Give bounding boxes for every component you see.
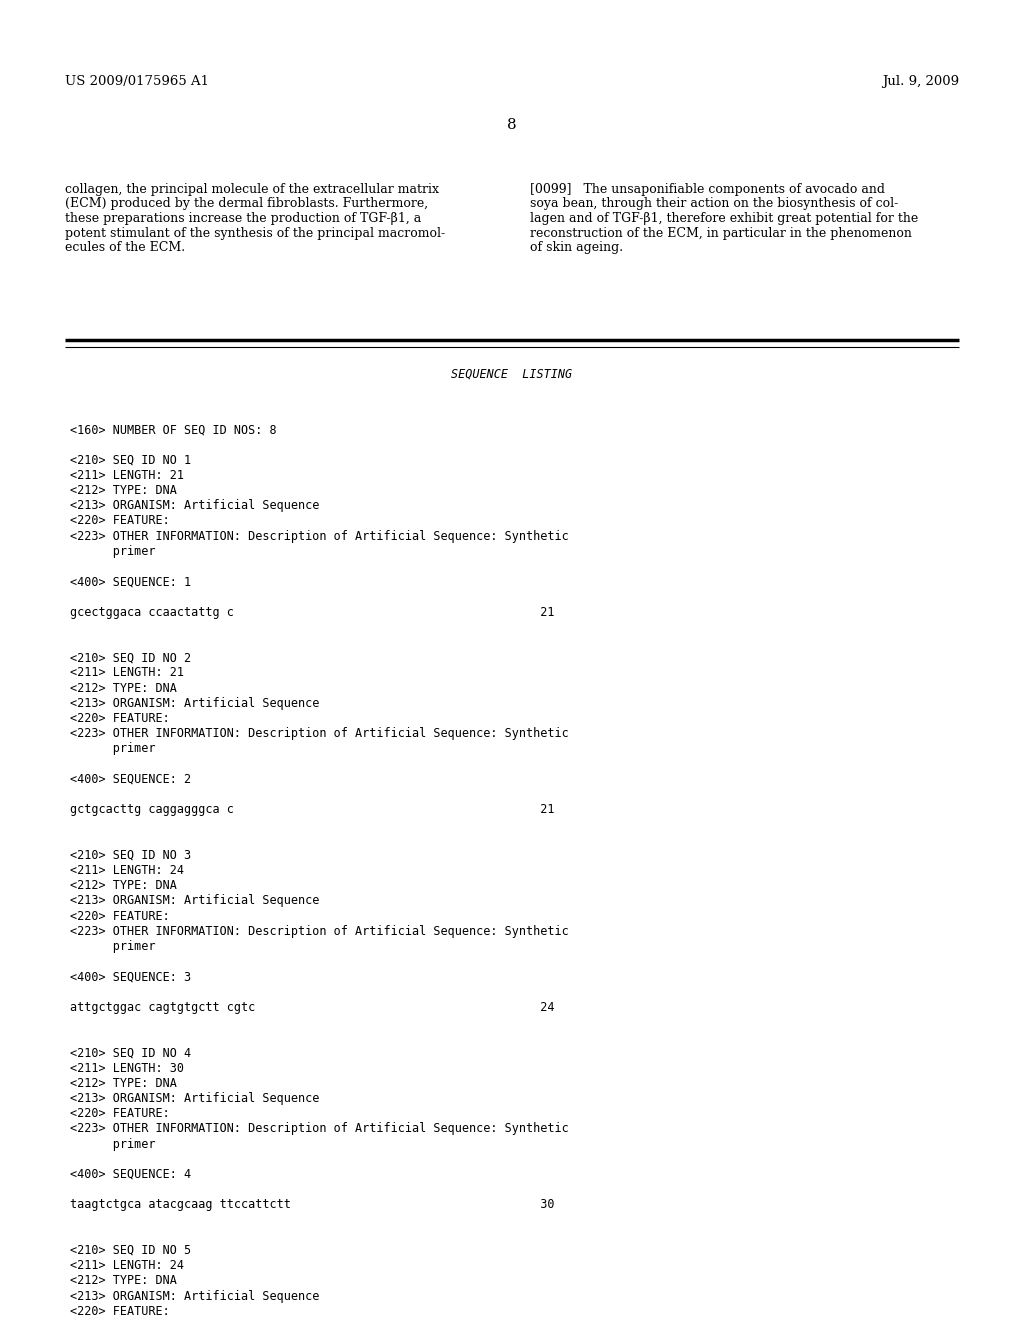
- Text: <211> LENGTH: 24: <211> LENGTH: 24: [70, 865, 184, 876]
- Text: <400> SEQUENCE: 4: <400> SEQUENCE: 4: [70, 1168, 191, 1181]
- Text: <213> ORGANISM: Artificial Sequence: <213> ORGANISM: Artificial Sequence: [70, 697, 319, 710]
- Text: <223> OTHER INFORMATION: Description of Artificial Sequence: Synthetic: <223> OTHER INFORMATION: Description of …: [70, 727, 568, 741]
- Text: <220> FEATURE:: <220> FEATURE:: [70, 711, 170, 725]
- Text: collagen, the principal molecule of the extracellular matrix: collagen, the principal molecule of the …: [65, 183, 439, 195]
- Text: <212> TYPE: DNA: <212> TYPE: DNA: [70, 484, 177, 498]
- Text: <400> SEQUENCE: 3: <400> SEQUENCE: 3: [70, 970, 191, 983]
- Text: <211> LENGTH: 21: <211> LENGTH: 21: [70, 667, 184, 680]
- Text: <211> LENGTH: 21: <211> LENGTH: 21: [70, 469, 184, 482]
- Text: <210> SEQ ID NO 5: <210> SEQ ID NO 5: [70, 1243, 191, 1257]
- Text: <213> ORGANISM: Artificial Sequence: <213> ORGANISM: Artificial Sequence: [70, 499, 319, 512]
- Text: [0099]   The unsaponifiable components of avocado and: [0099] The unsaponifiable components of …: [530, 183, 885, 195]
- Text: 8: 8: [507, 117, 517, 132]
- Text: <223> OTHER INFORMATION: Description of Artificial Sequence: Synthetic: <223> OTHER INFORMATION: Description of …: [70, 925, 568, 937]
- Text: primer: primer: [70, 1138, 156, 1151]
- Text: lagen and of TGF-β1, therefore exhibit great potential for the: lagen and of TGF-β1, therefore exhibit g…: [530, 213, 919, 224]
- Text: <223> OTHER INFORMATION: Description of Artificial Sequence: Synthetic: <223> OTHER INFORMATION: Description of …: [70, 529, 568, 543]
- Text: reconstruction of the ECM, in particular in the phenomenon: reconstruction of the ECM, in particular…: [530, 227, 912, 239]
- Text: gcectggaca ccaactattg c                                           21: gcectggaca ccaactattg c 21: [70, 606, 555, 619]
- Text: <212> TYPE: DNA: <212> TYPE: DNA: [70, 1274, 177, 1287]
- Text: <400> SEQUENCE: 2: <400> SEQUENCE: 2: [70, 772, 191, 785]
- Text: soya bean, through their action on the biosynthesis of col-: soya bean, through their action on the b…: [530, 198, 898, 210]
- Text: <213> ORGANISM: Artificial Sequence: <213> ORGANISM: Artificial Sequence: [70, 1092, 319, 1105]
- Text: primer: primer: [70, 545, 156, 558]
- Text: <220> FEATURE:: <220> FEATURE:: [70, 1304, 170, 1317]
- Text: <213> ORGANISM: Artificial Sequence: <213> ORGANISM: Artificial Sequence: [70, 1290, 319, 1303]
- Text: these preparations increase the production of TGF-β1, a: these preparations increase the producti…: [65, 213, 421, 224]
- Text: <210> SEQ ID NO 3: <210> SEQ ID NO 3: [70, 849, 191, 862]
- Text: <212> TYPE: DNA: <212> TYPE: DNA: [70, 879, 177, 892]
- Text: ecules of the ECM.: ecules of the ECM.: [65, 242, 185, 253]
- Text: attgctggac cagtgtgctt cgtc                                        24: attgctggac cagtgtgctt cgtc 24: [70, 1001, 555, 1014]
- Text: <210> SEQ ID NO 2: <210> SEQ ID NO 2: [70, 651, 191, 664]
- Text: primer: primer: [70, 940, 156, 953]
- Text: primer: primer: [70, 742, 156, 755]
- Text: <213> ORGANISM: Artificial Sequence: <213> ORGANISM: Artificial Sequence: [70, 895, 319, 907]
- Text: <210> SEQ ID NO 1: <210> SEQ ID NO 1: [70, 454, 191, 466]
- Text: taagtctgca atacgcaag ttccattctt                                   30: taagtctgca atacgcaag ttccattctt 30: [70, 1199, 555, 1212]
- Text: SEQUENCE  LISTING: SEQUENCE LISTING: [452, 368, 572, 381]
- Text: <220> FEATURE:: <220> FEATURE:: [70, 515, 170, 528]
- Text: potent stimulant of the synthesis of the principal macromol-: potent stimulant of the synthesis of the…: [65, 227, 445, 239]
- Text: Jul. 9, 2009: Jul. 9, 2009: [882, 75, 959, 88]
- Text: <400> SEQUENCE: 1: <400> SEQUENCE: 1: [70, 576, 191, 589]
- Text: <220> FEATURE:: <220> FEATURE:: [70, 909, 170, 923]
- Text: <223> OTHER INFORMATION: Description of Artificial Sequence: Synthetic: <223> OTHER INFORMATION: Description of …: [70, 1122, 568, 1135]
- Text: US 2009/0175965 A1: US 2009/0175965 A1: [65, 75, 209, 88]
- Text: <160> NUMBER OF SEQ ID NOS: 8: <160> NUMBER OF SEQ ID NOS: 8: [70, 424, 276, 436]
- Text: <211> LENGTH: 24: <211> LENGTH: 24: [70, 1259, 184, 1272]
- Text: <220> FEATURE:: <220> FEATURE:: [70, 1107, 170, 1121]
- Text: <211> LENGTH: 30: <211> LENGTH: 30: [70, 1061, 184, 1074]
- Text: <212> TYPE: DNA: <212> TYPE: DNA: [70, 1077, 177, 1090]
- Text: gctgcacttg caggagggca c                                           21: gctgcacttg caggagggca c 21: [70, 803, 555, 816]
- Text: <210> SEQ ID NO 4: <210> SEQ ID NO 4: [70, 1047, 191, 1060]
- Text: of skin ageing.: of skin ageing.: [530, 242, 624, 253]
- Text: (ECM) produced by the dermal fibroblasts. Furthermore,: (ECM) produced by the dermal fibroblasts…: [65, 198, 428, 210]
- Text: <212> TYPE: DNA: <212> TYPE: DNA: [70, 681, 177, 694]
